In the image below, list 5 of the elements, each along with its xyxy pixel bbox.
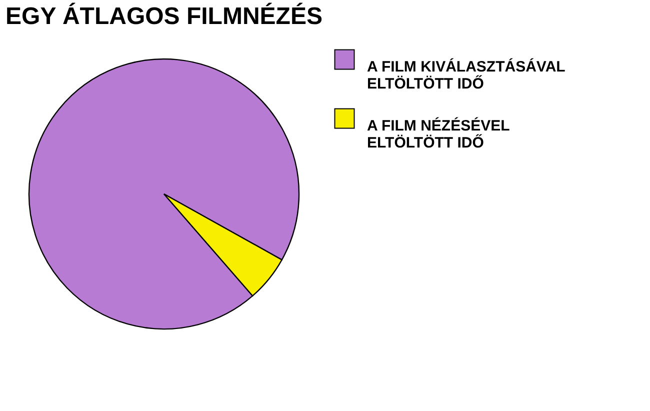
legend-label: A FILM KIVÁLASZTÁSÁVAL ELTÖLTÖTT IDŐ: [367, 58, 566, 92]
pie-slice: [163, 193, 282, 296]
chart-title: EGY ÁTLAGOS FILMNÉZÉS: [6, 2, 322, 30]
pie-slice: [28, 58, 300, 330]
legend-label: A FILM NÉZÉSÉVEL ELTÖLTÖTT IDŐ: [367, 116, 510, 152]
